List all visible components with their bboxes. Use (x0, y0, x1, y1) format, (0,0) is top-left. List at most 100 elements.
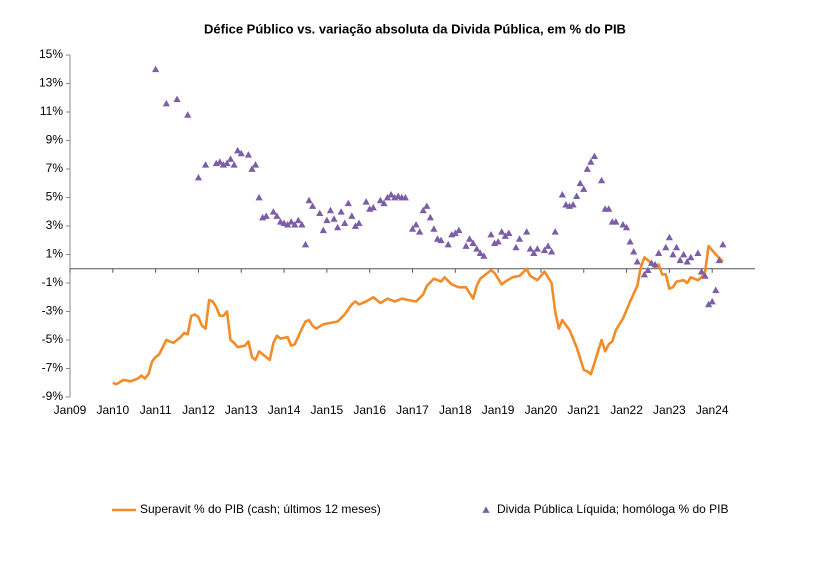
triangle-point (298, 220, 306, 228)
triangle-point (651, 260, 659, 268)
y-tick-label: -3% (42, 304, 64, 318)
triangle-point (551, 228, 559, 235)
triangle-point (558, 191, 566, 198)
legend-swatch (482, 506, 490, 513)
x-tick-label: Jan19 (482, 403, 515, 417)
triangle-point (669, 250, 677, 258)
triangle-point (152, 65, 160, 73)
triangle-point (230, 161, 238, 168)
legend-label: Divida Pública Líquida; homóloga % do PI… (497, 502, 728, 516)
y-tick-label: 11% (40, 104, 63, 118)
triangle-point (309, 202, 317, 209)
triangle-point (633, 258, 641, 265)
triangle-point (473, 245, 481, 252)
triangle-point (644, 266, 652, 274)
x-tick-label: Jan15 (311, 403, 344, 417)
triangle-point (494, 238, 502, 245)
triangle-point (465, 235, 474, 242)
triangle-point (622, 223, 631, 231)
triangle-point (216, 158, 224, 165)
triangle-point (301, 240, 310, 248)
triangle-point (569, 201, 577, 208)
triangle-point (612, 218, 620, 225)
triangle-point (201, 161, 210, 168)
triangle-point (330, 215, 338, 222)
triangle-point (480, 252, 488, 259)
x-tick-label: Jan21 (567, 403, 600, 417)
x-tick-label: Jan12 (182, 403, 215, 417)
y-tick-label: -5% (42, 332, 64, 346)
triangle-point (223, 159, 231, 167)
line-series (112, 244, 724, 386)
y-tick-label: 1% (46, 247, 64, 261)
triangle-point (194, 173, 203, 181)
y-tick-label: 5% (46, 190, 64, 204)
triangle-point (369, 203, 377, 211)
triangle-point (530, 249, 538, 256)
x-tick-label: Jan10 (96, 403, 129, 417)
triangle-point (226, 155, 235, 162)
triangle-point (655, 249, 663, 256)
triangle-point (587, 158, 595, 165)
triangle-point (605, 205, 613, 212)
triangle-point (294, 216, 302, 224)
triangle-point (344, 199, 352, 207)
triangle-point (430, 225, 438, 232)
triangle-point (262, 212, 270, 219)
triangle-point (487, 230, 495, 238)
triangle-point (162, 99, 170, 107)
x-tick-label: Jan14 (268, 403, 301, 417)
triangle-point (619, 220, 627, 228)
y-tick-label: 15% (39, 47, 63, 61)
y-tick-label: -7% (42, 361, 64, 375)
triangle-point (701, 272, 709, 279)
triangle-point (705, 300, 713, 308)
triangle-point (173, 95, 181, 103)
triangle-point (323, 216, 331, 224)
x-tick-label: Jan20 (525, 403, 558, 417)
triangle-point (590, 152, 599, 160)
triangle-point (662, 243, 670, 251)
x-tick-label: Jan23 (653, 403, 686, 417)
triangle-point (665, 233, 673, 241)
triangle-point (694, 249, 702, 256)
triangle-point (305, 196, 313, 204)
y-tick-label: -9% (42, 389, 64, 403)
triangle-point (597, 176, 606, 184)
triangle-point (401, 193, 409, 201)
triangle-point (380, 199, 388, 207)
triangle-point (412, 220, 420, 228)
triangle-point (248, 165, 256, 172)
triangle-point (376, 196, 384, 204)
triangle-point (512, 243, 520, 251)
y-tick-label: 3% (46, 218, 64, 232)
triangle-point (580, 185, 588, 192)
triangle-point (715, 256, 723, 264)
x-tick-label: Jan09 (54, 403, 87, 417)
triangle-point (416, 228, 424, 235)
x-tick-label: Jan13 (225, 403, 258, 417)
triangle-point (687, 253, 695, 261)
triangle-point (291, 220, 299, 228)
triangle-point (237, 149, 245, 157)
triangle-point (423, 202, 431, 209)
triangle-point (523, 228, 531, 235)
triangle-point (498, 228, 506, 235)
x-tick-label: Jan16 (353, 403, 386, 417)
x-tick-label: Jan22 (610, 403, 643, 417)
triangle-point (576, 179, 584, 187)
chart-title: Défice Público vs. variação absoluta da … (204, 21, 626, 36)
triangle-point (408, 225, 417, 232)
triangle-point (319, 226, 327, 234)
triangle-point (515, 235, 524, 242)
triangle-point (269, 208, 277, 215)
triangle-point (501, 232, 509, 239)
triangle-point (540, 246, 549, 254)
triangle-point (426, 213, 434, 221)
triangle-point (351, 222, 360, 229)
triangle-point (287, 218, 295, 225)
triangle-point (573, 192, 581, 199)
triangle-point (462, 242, 470, 249)
triangle-point (251, 161, 260, 168)
triangle-point (672, 243, 681, 251)
